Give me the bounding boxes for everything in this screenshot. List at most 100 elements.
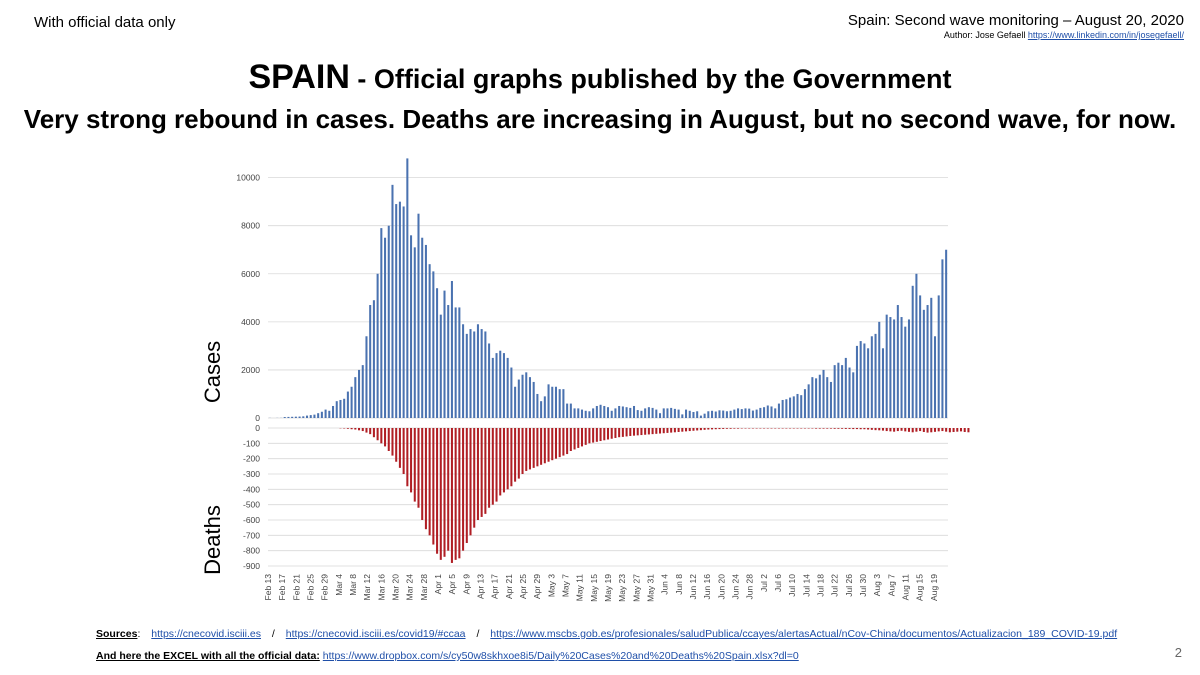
deaths-bar [551,428,554,461]
cases-bar [343,398,346,418]
deaths-tick-label: -300 [243,469,260,479]
deaths-bar [514,428,517,482]
cases-bar [532,381,535,418]
deaths-bar [592,428,595,443]
deaths-bar [424,428,427,530]
deaths-bar [885,428,888,432]
cases-bar [592,408,595,418]
deaths-bar [443,428,446,557]
deaths-bar [937,428,940,432]
deaths-bar [893,428,896,432]
cases-bar [566,403,569,418]
cases-bar [699,415,702,418]
deaths-bar [711,428,714,430]
deaths-bar [677,428,680,432]
deaths-bar [692,428,695,431]
cases-bar [287,416,290,418]
deaths-bar [681,428,684,432]
cases-bar [484,331,487,418]
cases-bar [380,228,383,418]
deaths-bar [432,428,435,545]
cases-bar [543,396,546,418]
x-tick-label: May 11 [575,574,585,602]
x-tick-label: Jun 28 [745,574,755,600]
deaths-bar [629,428,632,436]
cases-bar [759,407,762,418]
cases-bar [711,410,714,418]
deaths-bar [562,428,565,456]
cases-bar [885,314,888,418]
x-tick-label: Aug 19 [929,574,939,601]
deaths-bar [566,428,569,455]
deaths-tick-label: -200 [243,454,260,464]
author-label: Author: Jose Gefaell [943,30,1026,40]
cases-bar [573,408,576,418]
cases-bar [402,206,405,418]
deaths-bar [569,428,572,451]
source-link-1[interactable]: https://cnecovid.isciii.es [151,628,261,640]
deaths-bar [829,428,832,429]
source-link-3[interactable]: https://www.mscbs.gob.es/profesionales/s… [490,628,1118,640]
deaths-bar [614,428,617,438]
x-tick-label: Apr 29 [532,574,542,599]
cases-bar [748,408,751,418]
deaths-bar [959,428,963,432]
source-link-2[interactable]: https://cnecovid.isciii.es/covid19/#ccaa [285,628,466,640]
deaths-bar [725,428,728,429]
deaths-bar [454,428,457,560]
cases-bar [346,391,349,418]
x-tick-label: May 23 [617,574,627,602]
cases-bar [554,386,557,418]
deaths-bar [350,428,353,430]
deaths-bar [469,428,472,536]
deaths-bar [398,428,401,468]
cases-bar [855,345,858,418]
deaths-bar [651,428,654,435]
cases-bar [688,410,691,418]
deaths-bar [844,428,847,429]
cases-bar [744,408,747,418]
cases-bar [893,319,896,418]
deaths-bar [941,428,944,432]
deaths-bar [580,428,584,447]
cases-bar [417,213,420,418]
cases-bar [766,405,769,418]
cases-bar [502,353,505,418]
deaths-bar [818,428,821,429]
deaths-bar [372,428,375,438]
deaths-bar [499,428,502,496]
x-tick-label: Aug 7 [886,574,896,596]
deaths-bar [458,428,461,559]
cases-bar [740,409,743,418]
cases-tick-label: 0 [255,413,260,423]
deaths-tick-label: -900 [243,561,260,571]
x-tick-label: Jun 20 [716,574,726,600]
cases-bar [889,317,892,418]
x-tick-label: Aug 3 [872,574,882,596]
author-link[interactable]: https://www.linkedin.com/in/josegefaell/ [1027,30,1184,40]
cases-bar [904,326,907,418]
deaths-bar [685,428,688,432]
deaths-bar [540,428,543,465]
cases-bar [294,416,297,418]
deaths-bar [354,428,357,430]
cases-bar [588,411,591,418]
cases-tick-label: 6000 [241,269,260,279]
cases-bar [339,399,342,418]
cases-bar [621,406,624,418]
cases-tick-label: 8000 [241,221,260,231]
cases-bar [432,271,435,418]
cases-bar [424,244,427,418]
deaths-bar [506,428,509,490]
deaths-bar [703,428,706,430]
x-tick-label: Jul 6 [773,574,783,592]
excel-link[interactable]: https://www.dropbox.com/s/cy50w8skhxoe8i… [322,650,799,662]
deaths-bar [930,428,933,433]
cases-bar [350,386,353,418]
deaths-bar [848,428,851,429]
x-tick-label: Mar 16 [376,574,386,601]
cases-bar [930,297,933,418]
cases-bar [614,408,617,418]
x-tick-label: Jun 12 [688,574,698,600]
cases-bar [569,403,572,418]
